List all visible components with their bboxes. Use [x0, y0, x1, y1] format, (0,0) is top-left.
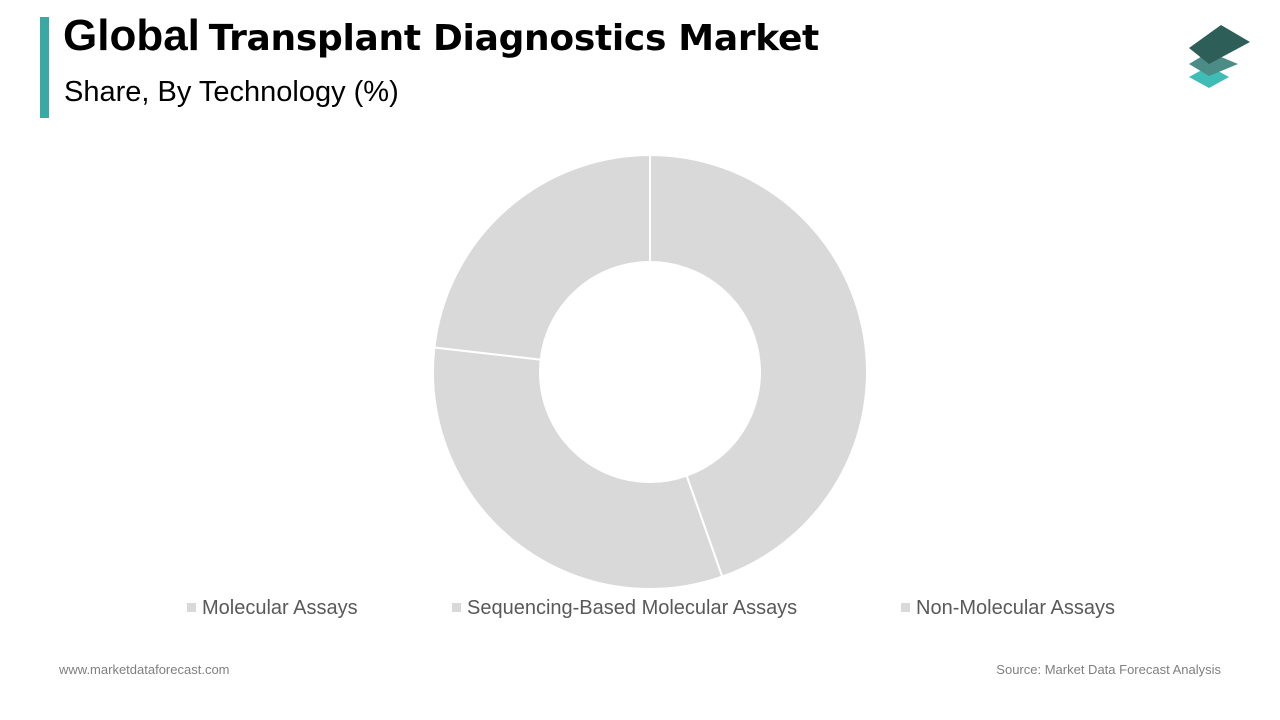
legend-swatch: [187, 603, 196, 612]
legend-swatch: [901, 603, 910, 612]
brand-logo-icon: [1189, 25, 1250, 88]
chart-legend: Molecular Assays Sequencing-Based Molecul…: [0, 596, 1280, 620]
page-title: Global Transplant Diagnostics Market: [63, 14, 819, 58]
legend-item: Non-Molecular Assays: [901, 596, 1115, 620]
donut-slice-molecular-assays: [649, 153, 869, 578]
footer-source: Source: Market Data Forecast Analysis: [996, 662, 1221, 677]
legend-label: Molecular Assays: [202, 597, 358, 619]
legend-label: Non-Molecular Assays: [916, 597, 1115, 619]
legend-swatch: [452, 603, 461, 612]
legend-item: Molecular Assays: [187, 596, 358, 620]
logo-layer-top: [1189, 25, 1250, 64]
donut-slice-sequencing-based-molecular-assays: [432, 346, 724, 590]
page-title-lead-word: Global: [63, 11, 200, 60]
legend-label: Sequencing-Based Molecular Assays: [467, 597, 798, 619]
legend-item: Sequencing-Based Molecular Assays: [452, 596, 797, 620]
chart-subtitle: Share, By Technology (%): [64, 76, 399, 108]
donut-slices: [432, 153, 869, 590]
footer-website: www.marketdataforecast.com: [59, 662, 230, 677]
title-accent-bar: [40, 17, 49, 118]
donut-slice-non-molecular-assays: [433, 153, 651, 361]
page-title-remainder: Transplant Diagnostics Market: [208, 18, 819, 59]
logo-layer-middle: [1189, 52, 1238, 76]
